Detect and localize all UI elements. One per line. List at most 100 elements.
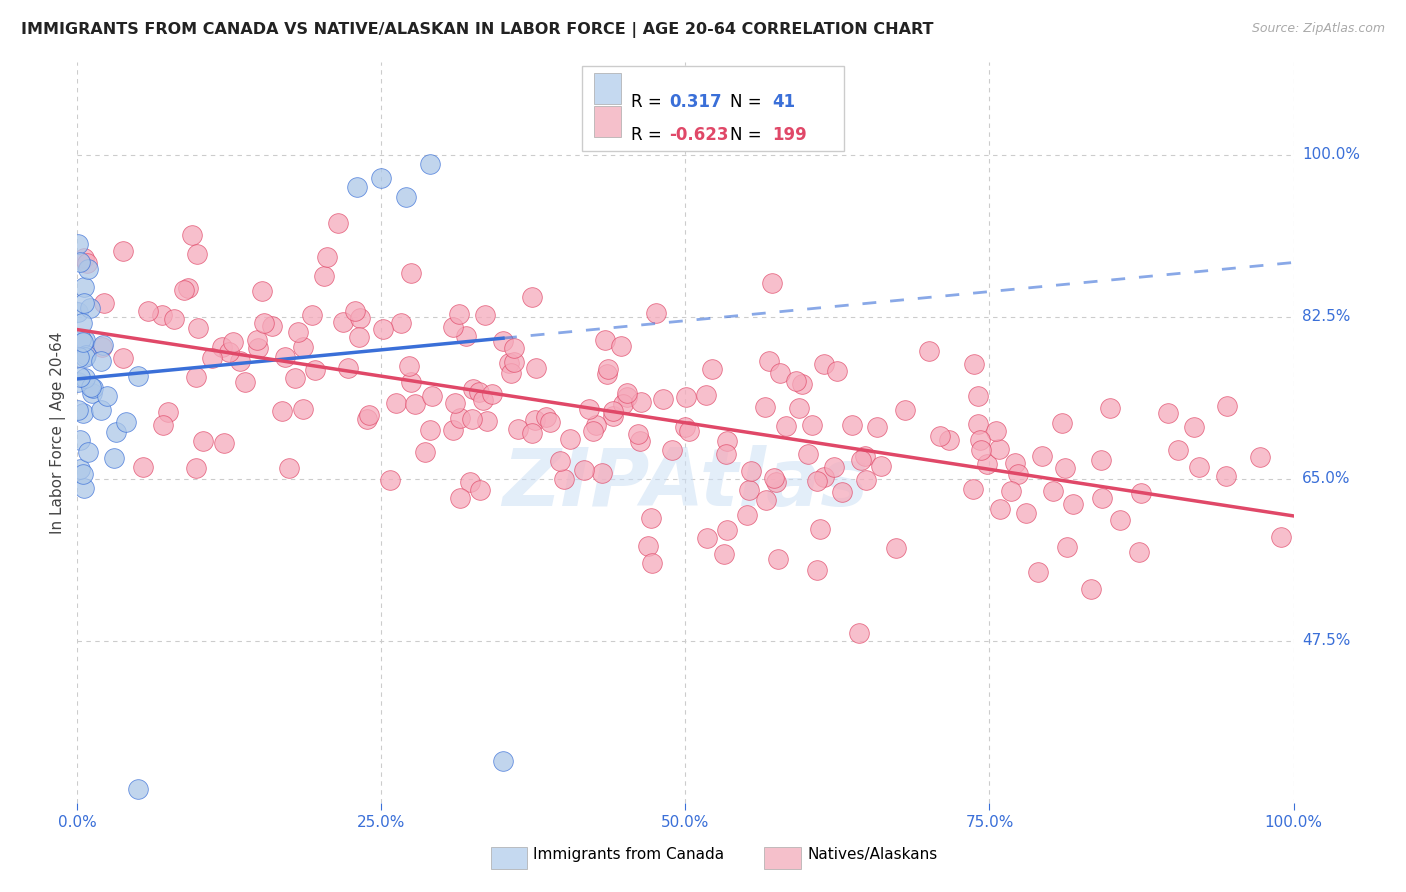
- Point: [1053, 461, 1076, 475]
- Point: [73, 252, 96, 266]
- Text: 199: 199: [772, 126, 807, 144]
- Point: [962, 482, 984, 496]
- Point: [1091, 491, 1114, 506]
- Point: [1031, 449, 1053, 463]
- Point: [792, 376, 814, 391]
- Point: [67, 402, 90, 417]
- Point: [637, 540, 659, 554]
- Text: R =: R =: [631, 126, 661, 144]
- Point: [578, 402, 600, 417]
- Point: [738, 483, 761, 497]
- Point: [616, 385, 638, 400]
- Point: [700, 362, 723, 376]
- Point: [602, 404, 624, 418]
- Point: [468, 385, 491, 400]
- Point: [420, 389, 443, 403]
- Point: [628, 434, 651, 449]
- Point: [787, 401, 810, 416]
- Point: [218, 344, 240, 359]
- Point: [67, 305, 90, 319]
- Point: [560, 432, 582, 446]
- Text: 0.317: 0.317: [669, 93, 723, 111]
- Text: 82.5%: 82.5%: [1302, 310, 1350, 325]
- Point: [284, 371, 307, 385]
- Point: [458, 475, 481, 490]
- Point: [538, 415, 561, 429]
- Point: [76, 255, 98, 269]
- Point: [661, 442, 683, 457]
- Text: Natives/Alaskans: Natives/Alaskans: [807, 847, 938, 863]
- Point: [454, 329, 477, 343]
- Point: [474, 308, 496, 322]
- Point: [1167, 442, 1189, 457]
- Text: Immigrants from Canada: Immigrants from Canada: [533, 847, 724, 863]
- Point: [221, 335, 243, 350]
- Point: [520, 425, 543, 440]
- Point: [449, 410, 471, 425]
- Point: [419, 424, 441, 438]
- Point: [524, 361, 547, 376]
- Point: [962, 357, 984, 371]
- Point: [769, 367, 792, 381]
- Point: [475, 414, 498, 428]
- Text: -0.623: -0.623: [669, 126, 730, 144]
- Point: [201, 351, 224, 365]
- Point: [678, 425, 700, 439]
- Point: [66, 375, 89, 389]
- Point: [967, 389, 990, 403]
- Point: [520, 290, 543, 304]
- Point: [79, 301, 101, 316]
- Point: [766, 551, 789, 566]
- Point: [337, 361, 360, 376]
- Point: [90, 341, 112, 355]
- Point: [645, 306, 668, 320]
- Point: [349, 311, 371, 326]
- Point: [713, 547, 735, 561]
- Point: [716, 447, 738, 461]
- Point: [291, 340, 314, 354]
- Point: [343, 304, 366, 318]
- Point: [894, 403, 917, 417]
- Point: [105, 425, 128, 439]
- Point: [827, 363, 849, 377]
- Text: 41: 41: [772, 93, 794, 111]
- Text: ZIPAtlas: ZIPAtlas: [502, 445, 869, 524]
- Point: [72, 335, 94, 350]
- Point: [181, 227, 204, 242]
- Point: [1050, 416, 1073, 430]
- Point: [765, 475, 787, 490]
- Point: [831, 484, 853, 499]
- Point: [1098, 401, 1121, 415]
- Point: [399, 267, 422, 281]
- Point: [250, 285, 273, 299]
- Point: [1108, 513, 1130, 527]
- Point: [177, 281, 200, 295]
- Point: [640, 511, 662, 525]
- Point: [449, 491, 471, 505]
- Point: [277, 461, 299, 475]
- Point: [716, 523, 738, 537]
- Point: [69, 370, 91, 384]
- Point: [461, 382, 484, 396]
- Point: [187, 321, 209, 335]
- Point: [247, 341, 270, 355]
- Point: [80, 380, 103, 394]
- Point: [115, 415, 138, 429]
- Point: [498, 356, 520, 370]
- Point: [184, 370, 207, 384]
- Point: [73, 333, 96, 347]
- Point: [591, 467, 613, 481]
- Point: [1062, 497, 1084, 511]
- Point: [77, 444, 100, 458]
- Point: [212, 435, 235, 450]
- Point: [841, 417, 863, 432]
- Point: [103, 451, 125, 466]
- Point: [356, 412, 378, 426]
- Point: [73, 280, 96, 294]
- Point: [75, 348, 97, 362]
- Point: [928, 429, 950, 443]
- Point: [813, 469, 835, 483]
- Text: N =: N =: [731, 93, 762, 111]
- Point: [67, 351, 90, 365]
- FancyBboxPatch shape: [595, 73, 621, 103]
